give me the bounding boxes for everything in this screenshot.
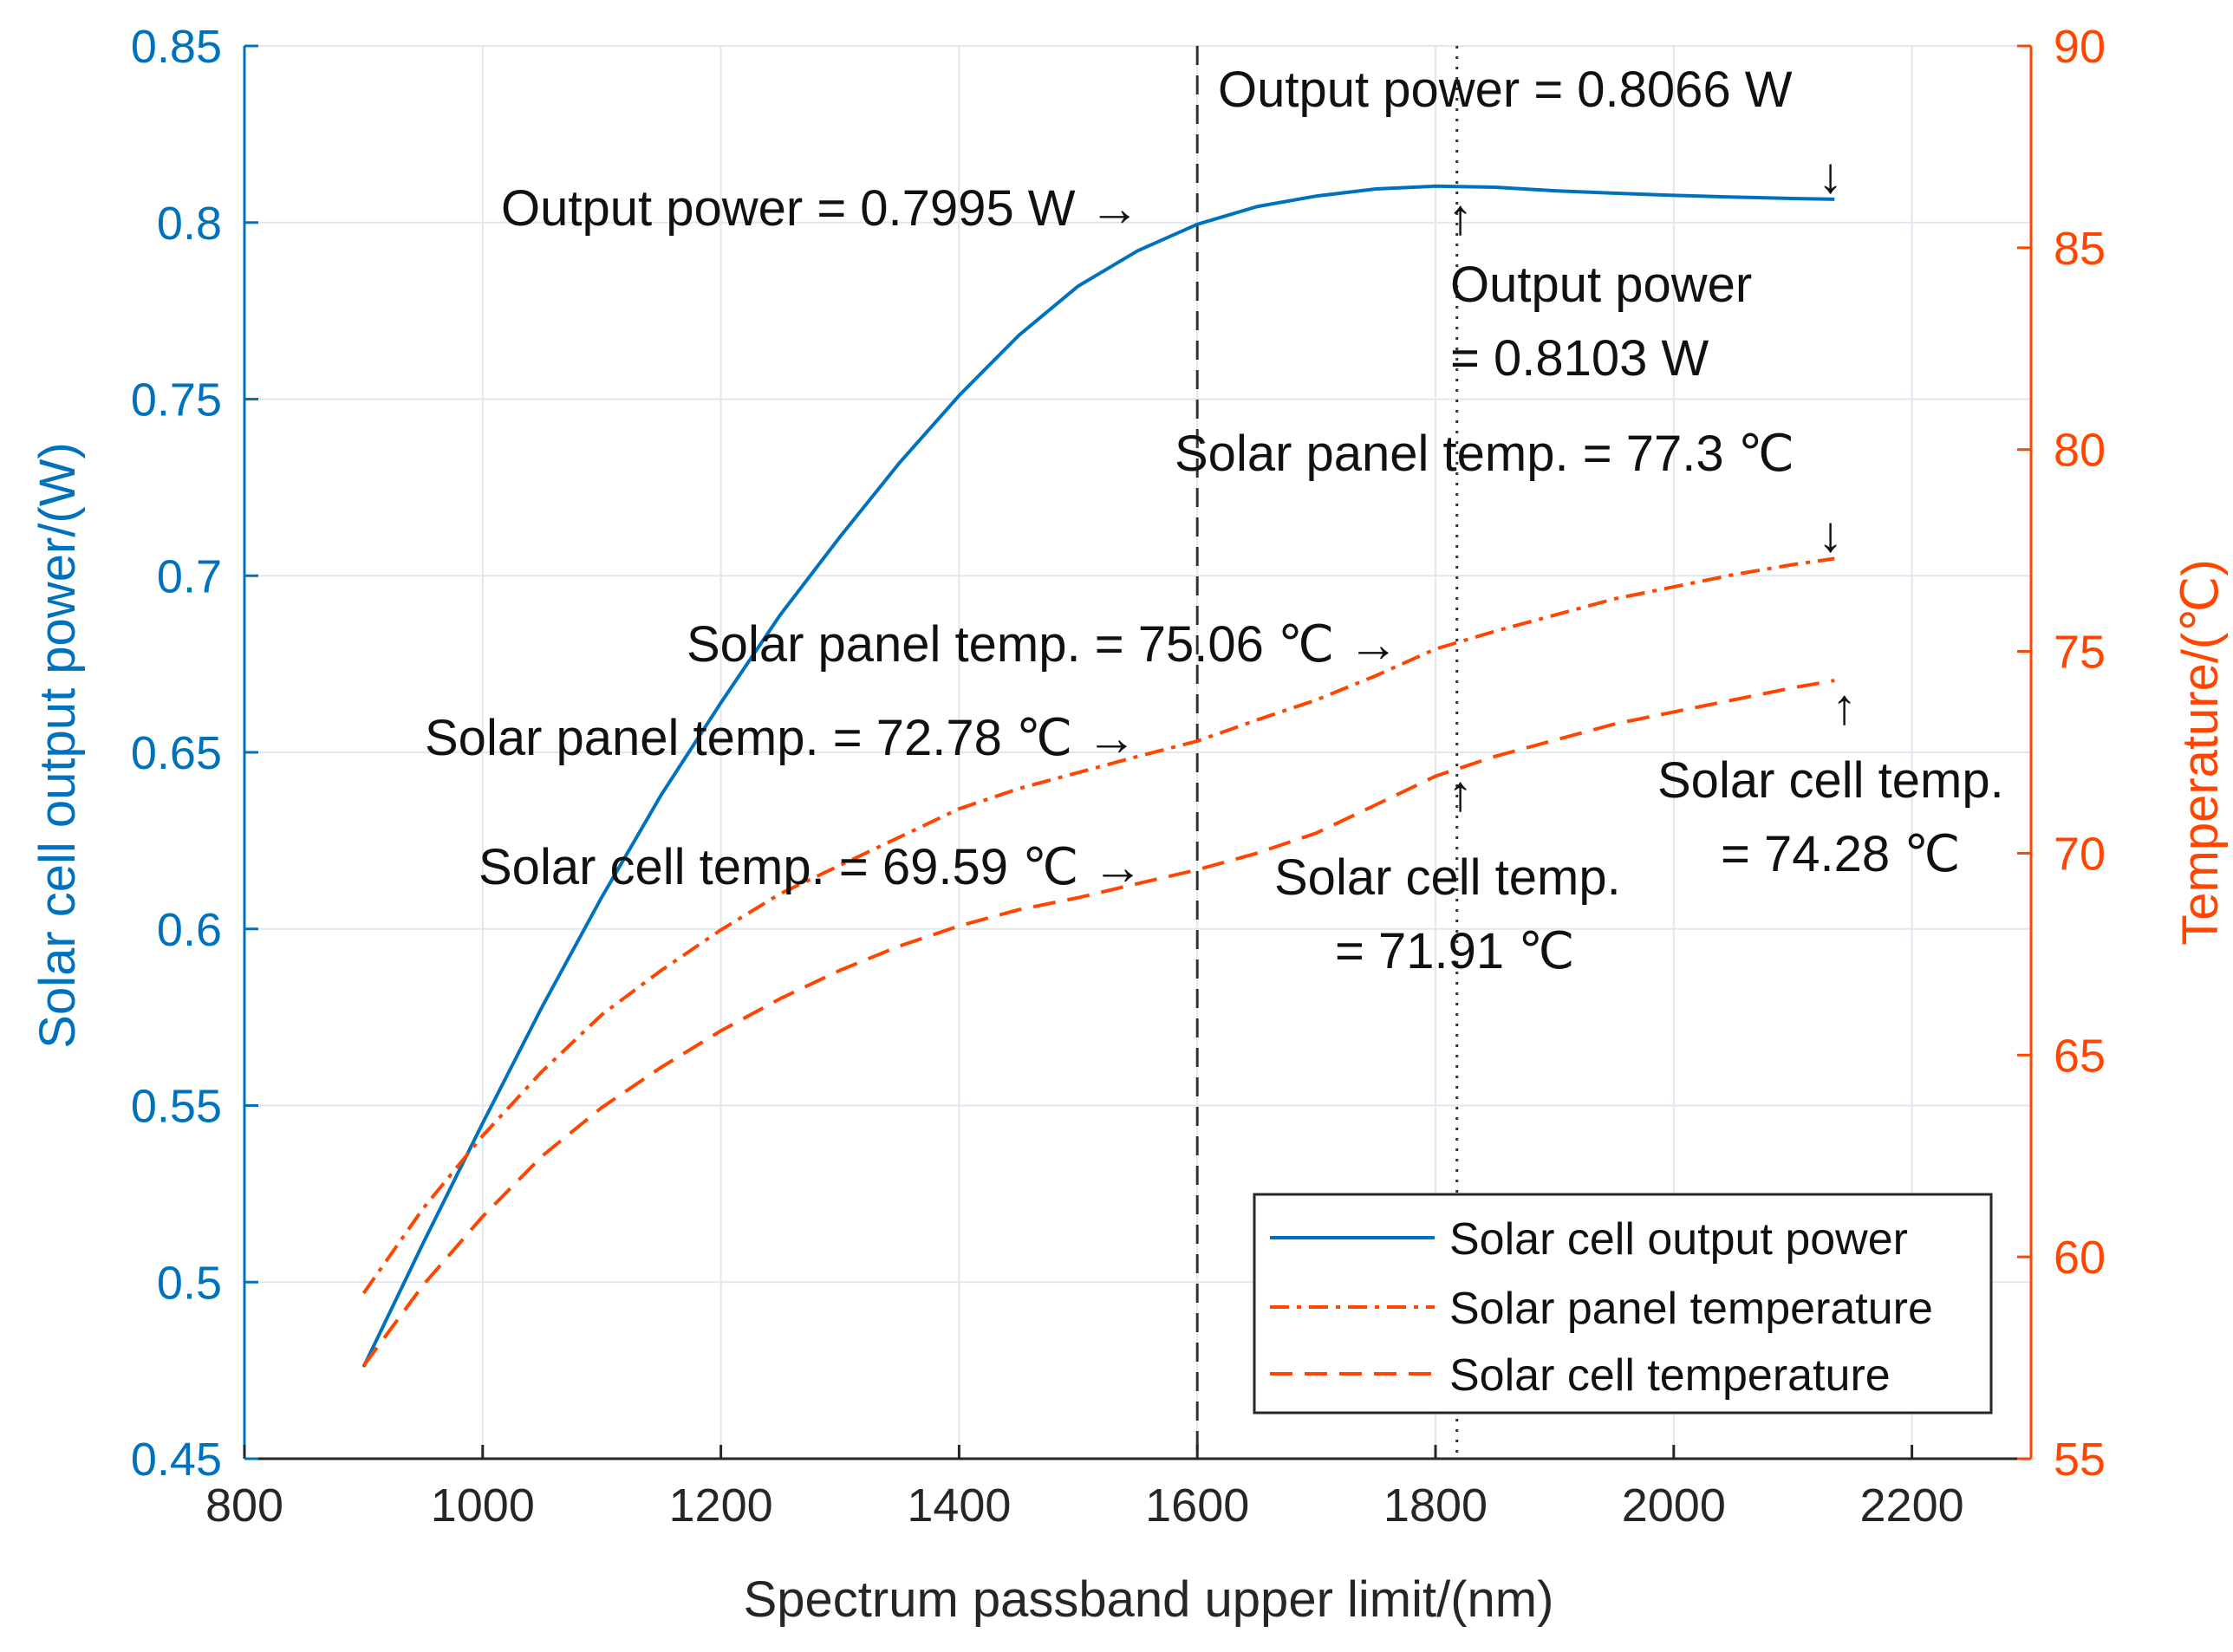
y-left-tick-label-5: 0.7 (157, 550, 222, 602)
tick-label-layer: 800 1000 1200 1400 1600 1800 2000 2200 0.45 0.5 0.… (131, 21, 2106, 1532)
arrow-down-icon-power-end: ↓ (1818, 147, 1843, 204)
annotation-output-power-end: Output power = 0.8066 W (1218, 62, 1793, 118)
annotation-output-power-peak-line2: = 0.8103 W (1450, 330, 1709, 387)
y-right-tick-label-5: 80 (2054, 425, 2106, 477)
arrow-up-icon-cell-1818: ↑ (1448, 765, 1473, 822)
legend: Solar cell output power Solar panel temp… (1253, 1193, 1993, 1415)
x-tick-label-1: 1000 (431, 1480, 535, 1532)
x-tick-label-6: 2000 (1622, 1480, 1726, 1532)
y-left-tick-label-6: 0.75 (131, 374, 222, 426)
arrow-up-icon-power-peak: ↑ (1448, 189, 1473, 245)
y-left-tick-label-0: 0.45 (131, 1434, 222, 1486)
legend-label-panel-temp: Solar panel temperature (1449, 1284, 1933, 1334)
axes-layer (243, 44, 2033, 1460)
y-left-tick-label-4: 0.65 (131, 727, 222, 779)
x-tick-label-4: 1600 (1145, 1480, 1249, 1532)
arrow-down-icon-panel-end: ↓ (1818, 506, 1843, 563)
annotation-output-power-1600: Output power = 0.7995 W → (501, 180, 1140, 237)
annotation-cell-temp-1600: Solar cell temp. = 69.59 ℃ → (478, 839, 1143, 895)
x-tick-label-7: 2200 (1860, 1480, 1964, 1532)
y-left-tick-label-3: 0.6 (157, 904, 222, 956)
x-tick-label-0: 800 (205, 1480, 283, 1532)
arrow-up-icon-cell-end: ↑ (1832, 679, 1857, 735)
legend-label-power: Solar cell output power (1449, 1214, 1908, 1265)
annotation-panel-temp-1600: Solar panel temp. = 72.78 ℃ → (425, 710, 1136, 766)
y-right-tick-label-4: 75 (2054, 627, 2106, 679)
y-right-tick-label-1: 60 (2054, 1232, 2106, 1284)
y-right-tick-label-6: 85 (2054, 223, 2106, 275)
y-right-tick-label-7: 90 (2054, 21, 2106, 73)
y-right-tick-label-0: 55 (2054, 1434, 2106, 1486)
annotation-panel-temp-1818: Solar panel temp. = 75.06 ℃ → (687, 616, 1398, 673)
y-right-tick-label-3: 70 (2054, 828, 2106, 880)
y-left-tick-label-2: 0.55 (131, 1081, 222, 1133)
series-line-solar-panel-temperature (361, 556, 1835, 1295)
annotation-cell-temp-end-line2: = 74.28 ℃ (1721, 826, 1960, 882)
series-layer (361, 184, 1835, 1368)
annotation-cell-temp-1818-line2: = 71.91 ℃ (1335, 923, 1574, 979)
annotation-layer: Output power = 0.8066 W Output power = 0… (425, 62, 2004, 979)
annotation-panel-temp-end: Solar panel temp. = 77.3 ℃ (1175, 426, 1794, 482)
legend-label-cell-temp: Solar cell temperature (1449, 1350, 1891, 1401)
x-axis-title: Spectrum passband upper limit/(nm) (744, 1571, 1554, 1628)
y-left-axis-title: Solar cell output power/(W) (29, 442, 86, 1048)
annotation-cell-temp-1818-line1: Solar cell temp. (1274, 849, 1621, 906)
x-tick-label-2: 1200 (669, 1480, 773, 1532)
y-right-tick-label-2: 65 (2054, 1030, 2106, 1082)
y-right-axis-title: Temperature/(℃) (2172, 559, 2229, 945)
annotation-cell-temp-end-line1: Solar cell temp. (1657, 752, 2004, 809)
annotation-output-power-peak-line1: Output power (1450, 257, 1752, 313)
legend-box (1253, 1193, 1993, 1415)
x-tick-label-3: 1400 (907, 1480, 1011, 1532)
y-left-tick-label-7: 0.8 (157, 198, 222, 250)
x-tick-label-5: 1800 (1383, 1480, 1488, 1532)
y-left-tick-label-1: 0.5 (157, 1257, 222, 1309)
y-left-tick-label-8: 0.85 (131, 21, 222, 73)
series-line-solar-cell-temperature (361, 679, 1835, 1368)
series-line-solar-cell-output-power (361, 184, 1835, 1368)
